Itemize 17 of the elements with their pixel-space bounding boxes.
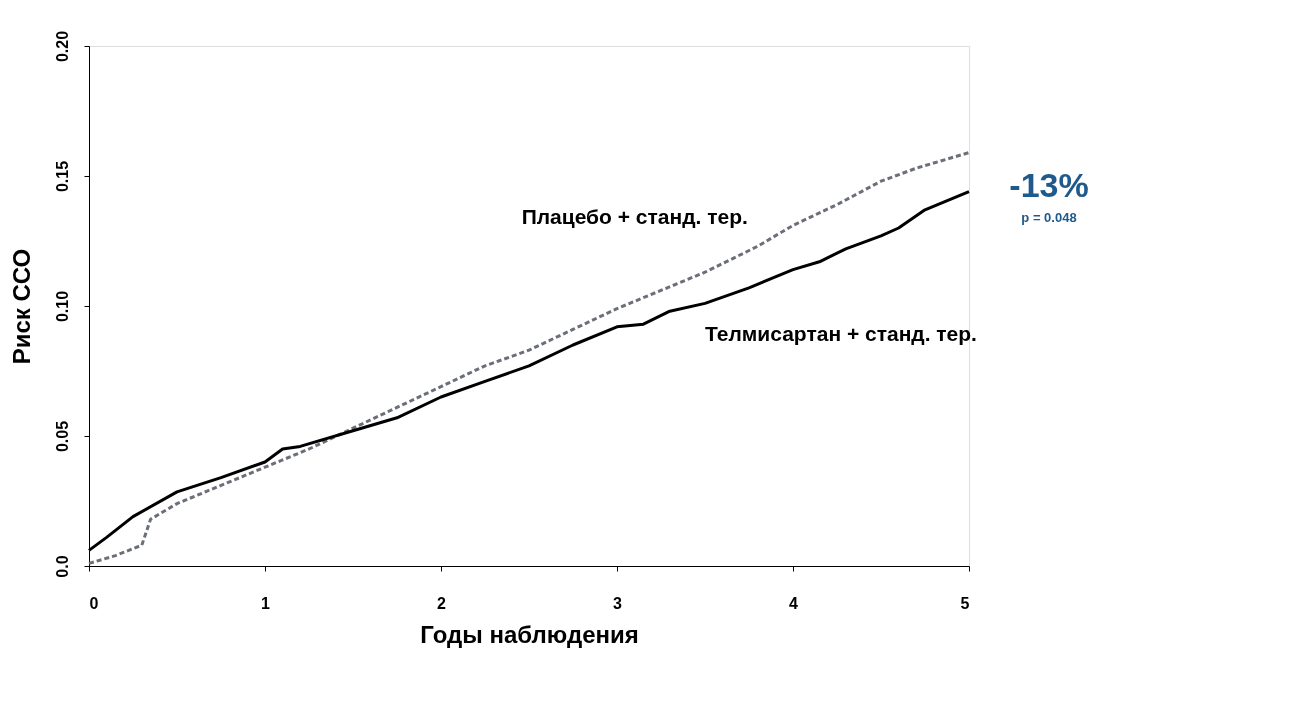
x-axis-title: Годы наблюдения	[420, 620, 639, 648]
text: p = 0.048	[1021, 209, 1077, 225]
x-tick-label: 5	[960, 594, 970, 612]
y-tick-label: 0.05	[53, 420, 71, 453]
x-tick-label: 4	[789, 594, 799, 612]
x-tick-label: 3	[613, 594, 623, 612]
x-tick-label: 2	[437, 594, 447, 612]
text: -13%	[1009, 166, 1089, 205]
series-label: Телмисартан + станд. тер.	[705, 322, 977, 346]
x-tick-label: 0	[89, 594, 99, 612]
y-axis-title: Риск ССО	[7, 248, 35, 365]
y-tick-label: 0.20	[53, 30, 71, 63]
x-tick-label: 1	[261, 594, 271, 612]
series-label: Плацебо + станд. тер.	[521, 205, 748, 229]
y-tick-label: 0.15	[53, 160, 71, 193]
y-tick-label: 0.0	[53, 555, 71, 578]
y-tick-label: 0.10	[53, 290, 71, 323]
